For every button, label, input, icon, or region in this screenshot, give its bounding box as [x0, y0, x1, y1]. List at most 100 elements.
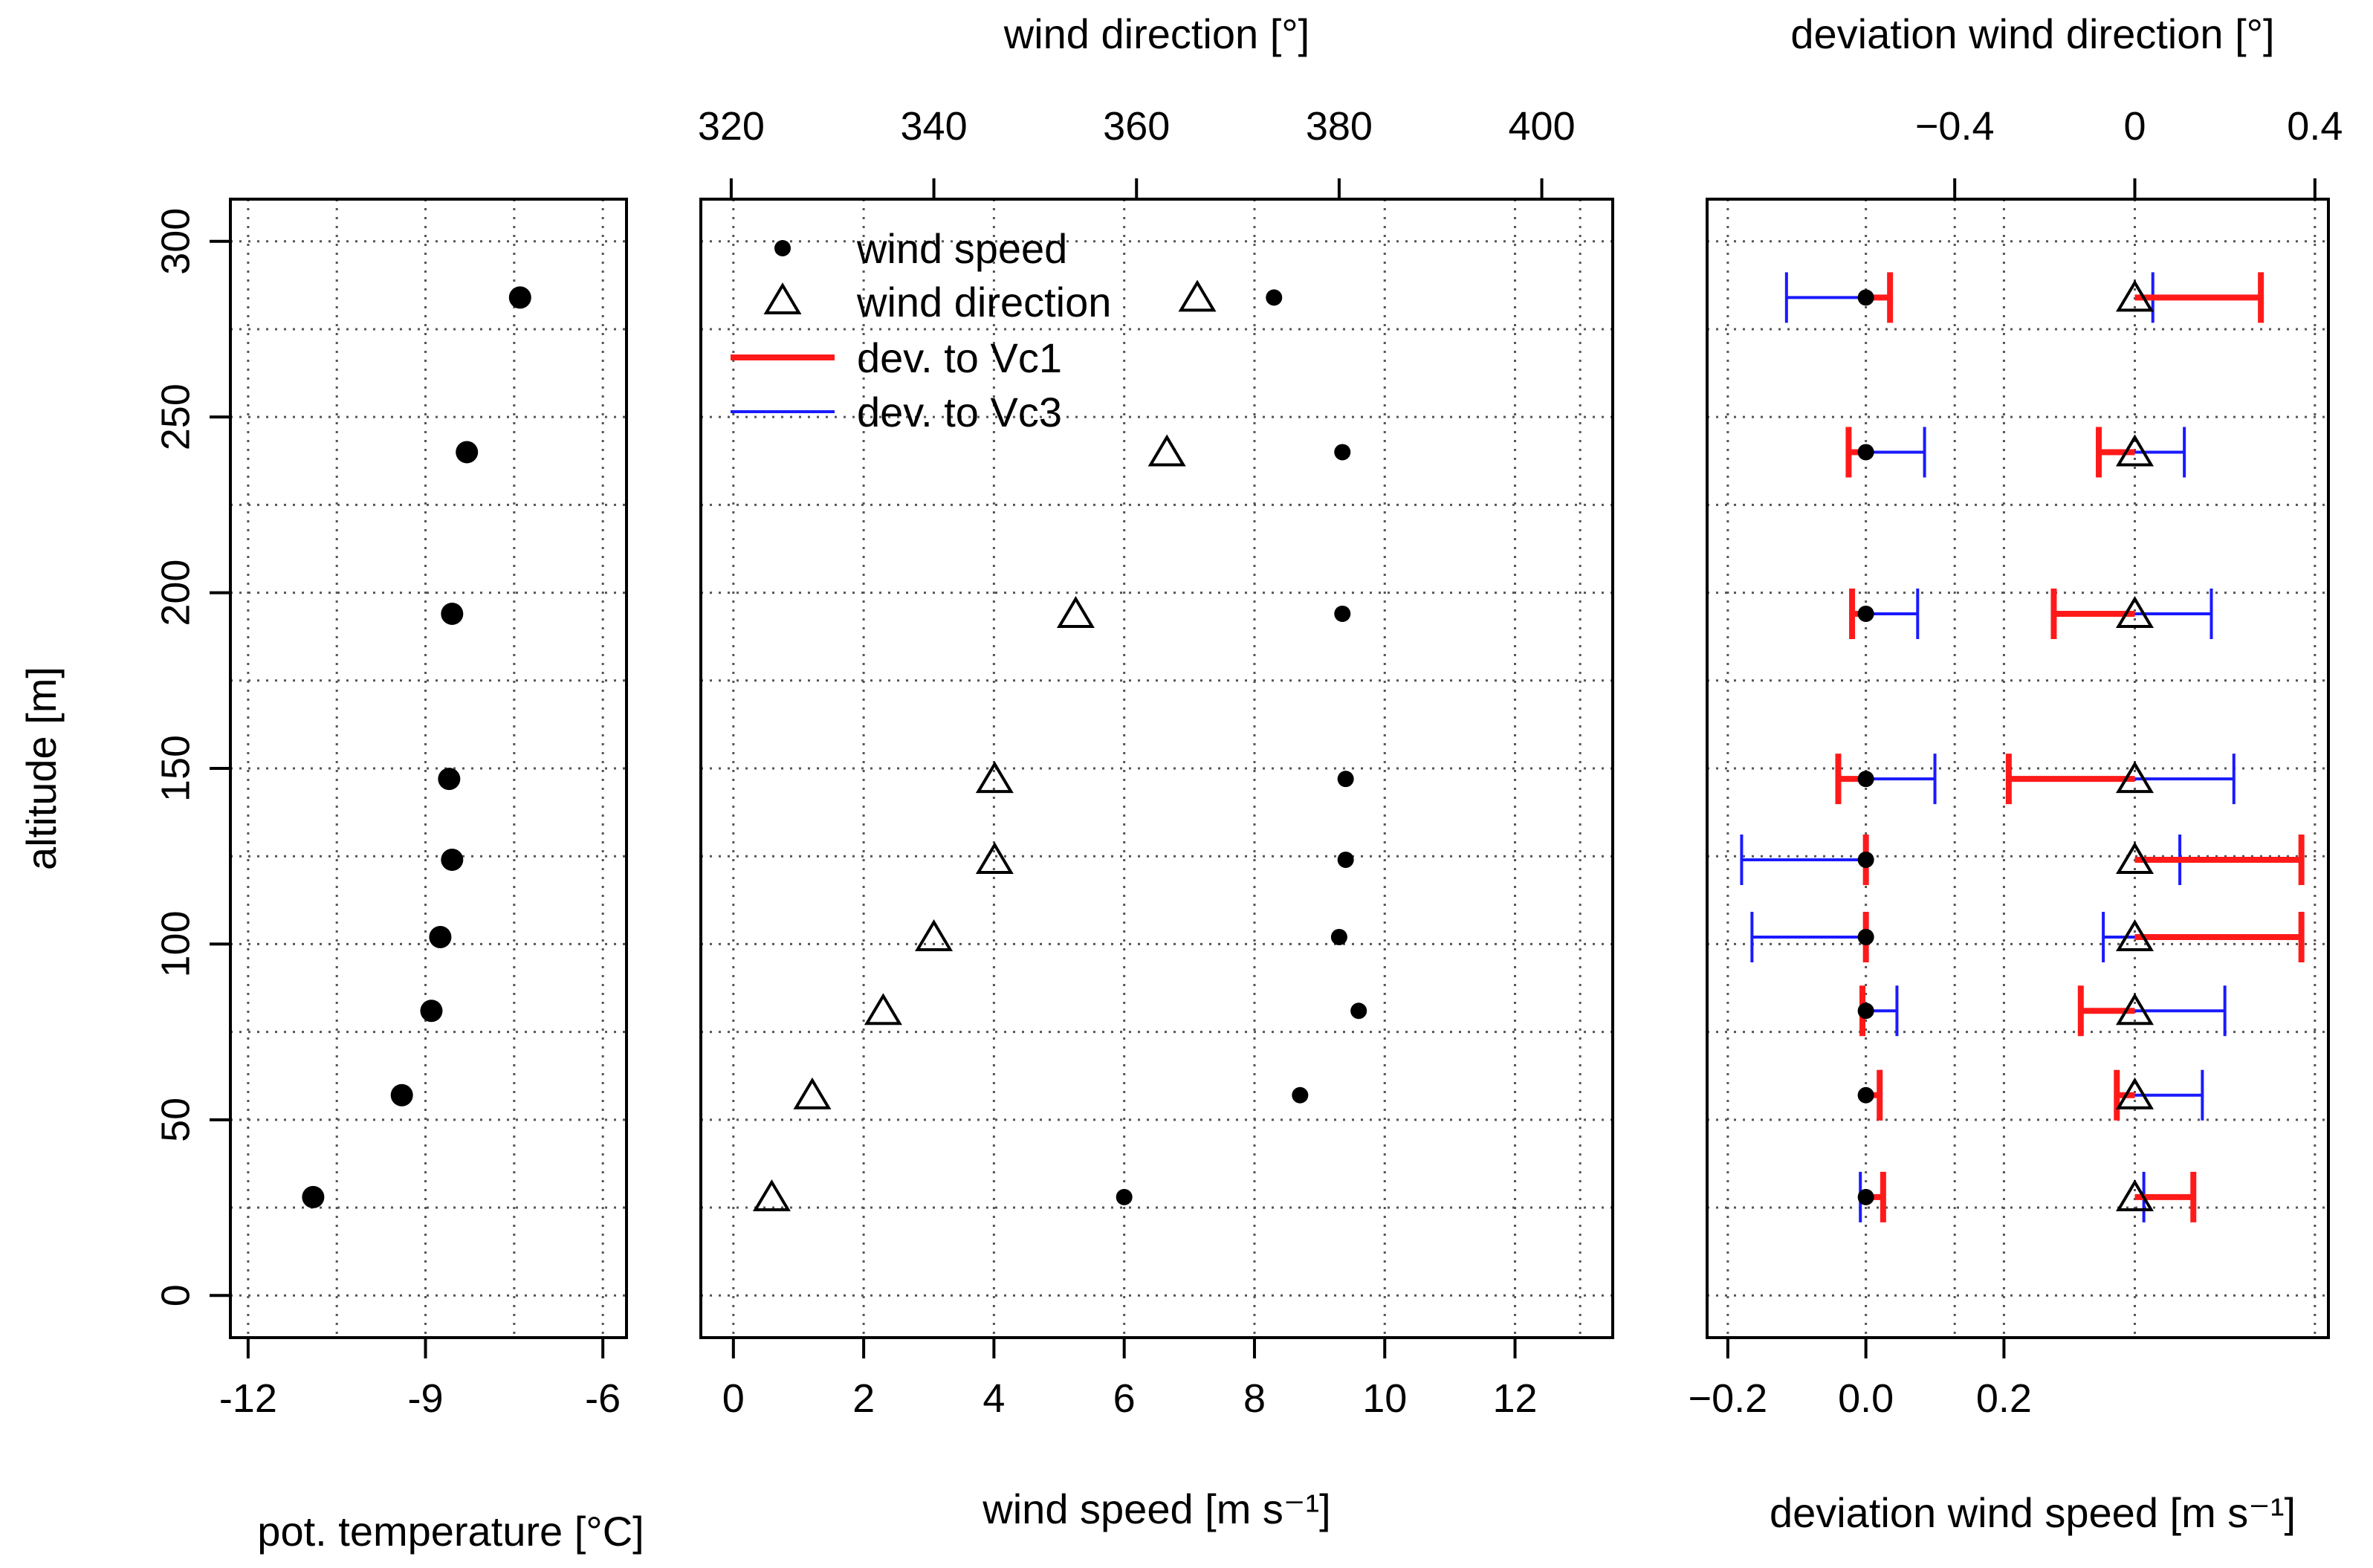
- wind-direction-point: [1178, 279, 1217, 312]
- vc3-speed-errorbar: [1740, 834, 1866, 885]
- x-tick-label: 8: [1243, 1376, 1266, 1421]
- vc3-direction-errorbar: [2134, 754, 2236, 805]
- x-tick-label: 10: [1362, 1376, 1407, 1421]
- legend: wind speed wind direction dev. to Vc1 dev. …: [731, 225, 1111, 435]
- x-tick-label: -9: [408, 1376, 444, 1421]
- x-axis-title: pot. temperature [°C]: [257, 1508, 644, 1555]
- wind-direction-point: [2115, 279, 2155, 312]
- temperature-point: [441, 848, 464, 871]
- x-tick-label: −0.2: [1689, 1376, 1768, 1421]
- y-tick-label: 0: [153, 1284, 198, 1306]
- wind-speed-point: [1857, 851, 1874, 868]
- vc3-speed-errorbar: [1784, 272, 1866, 323]
- y-tick-label: 300: [153, 208, 198, 275]
- y-tick-label: 200: [153, 560, 198, 626]
- x2-tick-label: 320: [698, 104, 765, 149]
- x-axis-bottom: 0 2 4 6 8 10 12: [722, 1336, 1538, 1421]
- wind-speed-point: [1857, 928, 1874, 945]
- x-tick-label: 2: [852, 1376, 875, 1421]
- vc3-direction-errorbar: [2134, 588, 2213, 639]
- wind-direction-point: [2115, 993, 2155, 1026]
- vc3-direction-errorbar: [2134, 985, 2227, 1037]
- temperature-point: [420, 1000, 443, 1023]
- wind-speed-point: [1857, 605, 1874, 622]
- wind-speed-point: [1334, 605, 1351, 622]
- x2-tick-label: 380: [1306, 104, 1373, 149]
- y-axis: 0 50 100 150 200 250 300: [153, 208, 232, 1306]
- vc3-direction-errorbar: [2102, 911, 2135, 962]
- wind-direction-point: [2115, 434, 2155, 467]
- vc3-direction-errorbar: [2134, 1069, 2204, 1121]
- wind-speed-point: [1337, 771, 1354, 788]
- x-tick-label: 12: [1492, 1376, 1537, 1421]
- vc1-direction-errorbar: [2050, 588, 2135, 639]
- wind-direction-point: [2115, 1179, 2155, 1211]
- x-axis-bottom: −0.2 0.0 0.2: [1689, 1336, 2032, 1421]
- x-tick-label: 0.2: [1976, 1376, 2032, 1421]
- vc1-direction-errorbar: [2134, 272, 2264, 323]
- wind-direction-point: [2115, 596, 2155, 628]
- legend-wind-speed-marker: [774, 240, 791, 256]
- wind-direction-point: [2115, 919, 2155, 951]
- x2-axis-title: deviation wind direction [°]: [1790, 10, 2274, 57]
- vc1-direction-errorbar: [2005, 754, 2135, 805]
- wind-direction-point: [915, 919, 954, 951]
- wind-direction-point: [793, 1077, 832, 1109]
- wind-speed-point: [1857, 771, 1874, 788]
- legend-entry-label: wind speed: [856, 225, 1067, 272]
- wind-speed-point: [1266, 289, 1283, 306]
- wind-direction-point: [1056, 596, 1095, 628]
- wind-panel-grid: [701, 199, 1613, 1338]
- x2-axis-title: wind direction [°]: [1003, 10, 1309, 57]
- wind-speed-point: [1330, 928, 1347, 945]
- x-tick-label: 0.0: [1838, 1376, 1894, 1421]
- wind-speed-point: [1337, 851, 1354, 868]
- x-axis-top: 320 340 360 380 400: [698, 104, 1576, 201]
- wind-direction-point: [975, 842, 1014, 874]
- x-axis-title: wind speed [m s⁻¹]: [982, 1486, 1330, 1532]
- x-tick-label: 0: [722, 1376, 745, 1421]
- vc3-speed-errorbar: [1865, 754, 1937, 805]
- vc3-speed-errorbar: [1865, 588, 1920, 639]
- vc1-direction-errorbar: [2134, 911, 2305, 962]
- wind-speed-point: [1116, 1188, 1133, 1205]
- y-axis-title: altitude [m]: [18, 667, 65, 870]
- wind-speed-point: [1857, 1086, 1874, 1104]
- wind-direction-point: [2115, 761, 2155, 794]
- x-axis-top: −0.4 0 0.4: [1915, 104, 2343, 201]
- wind-direction-point: [2115, 1077, 2155, 1109]
- wind-direction-point: [864, 993, 902, 1026]
- temperature-panel-grid: [230, 199, 627, 1338]
- x2-tick-label: 0: [2123, 104, 2146, 149]
- legend-entry-label: dev. to Vc3: [857, 389, 1062, 435]
- wind-speed-point: [1857, 289, 1874, 306]
- temperature-point: [390, 1083, 413, 1107]
- x-tick-label: 4: [982, 1376, 1005, 1421]
- x-axis-title: deviation wind speed [m s⁻¹]: [1770, 1489, 2296, 1536]
- wind-speed-point: [1292, 1086, 1309, 1104]
- x2-tick-label: 360: [1103, 104, 1170, 149]
- wind-speed-point: [1350, 1002, 1367, 1020]
- wind-direction-point: [1147, 434, 1186, 467]
- temperature-point: [302, 1185, 325, 1208]
- temperature-point: [429, 925, 452, 948]
- vc1-direction-errorbar: [2096, 427, 2135, 478]
- wind-direction-point: [2115, 842, 2155, 874]
- temperature-point: [508, 286, 531, 309]
- legend-entry-label: dev. to Vc1: [857, 334, 1062, 381]
- legend-entry-label: wind direction: [856, 279, 1111, 325]
- x2-tick-label: −0.4: [1915, 104, 1995, 149]
- temperature-point: [441, 602, 464, 625]
- wind-speed-point: [1857, 1002, 1874, 1020]
- x-axis-bottom: -12 -9 -6: [219, 1336, 621, 1421]
- x-tick-label: -12: [219, 1376, 277, 1421]
- x2-tick-label: 400: [1509, 104, 1576, 149]
- vc1-direction-errorbar: [2134, 834, 2305, 885]
- y-tick-label: 50: [153, 1098, 198, 1142]
- wind-direction-point: [752, 1179, 791, 1211]
- y-tick-label: 250: [153, 383, 198, 450]
- y-tick-label: 100: [153, 910, 198, 977]
- x2-tick-label: 0.4: [2287, 104, 2343, 149]
- x-tick-label: -6: [585, 1376, 621, 1421]
